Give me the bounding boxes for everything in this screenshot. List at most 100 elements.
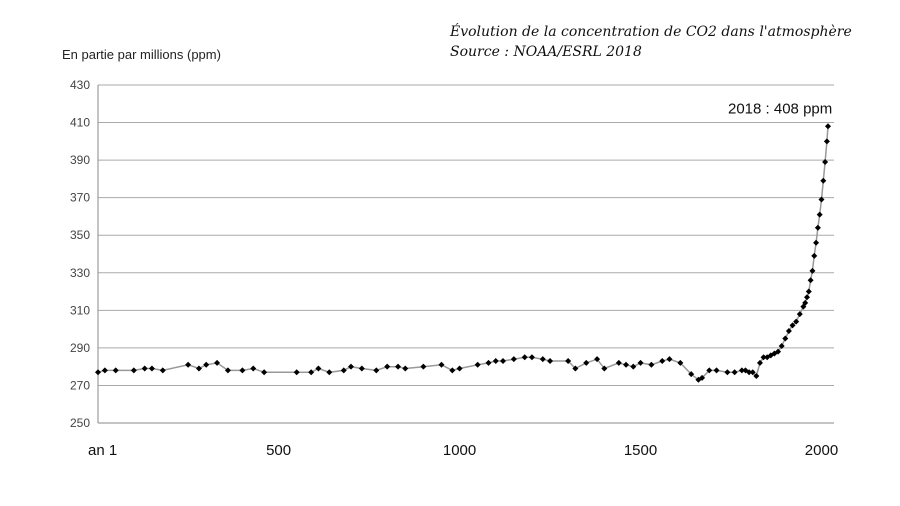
y-tick-250: 250 bbox=[70, 416, 90, 430]
y-axis-label: En partie par millions (ppm) bbox=[62, 47, 221, 62]
data-point-100 bbox=[130, 367, 137, 374]
data-point-1050 bbox=[474, 361, 481, 368]
data-point-550 bbox=[293, 369, 300, 376]
data-point-1500 bbox=[637, 359, 644, 366]
data-point-2005 bbox=[820, 177, 827, 184]
data-point-700 bbox=[347, 363, 354, 370]
data-point-980 bbox=[449, 367, 456, 374]
data-point-640 bbox=[326, 369, 333, 376]
y-tick-430: 430 bbox=[70, 78, 90, 92]
data-point-1230 bbox=[539, 356, 546, 363]
data-point-330 bbox=[214, 359, 221, 366]
data-point-1980 bbox=[811, 252, 818, 259]
data-point-1930 bbox=[793, 318, 800, 325]
data-point-1320 bbox=[572, 365, 579, 372]
data-point-590 bbox=[308, 369, 315, 376]
data-point-1880 bbox=[775, 348, 782, 355]
data-point-20 bbox=[101, 367, 108, 374]
data-point-1670 bbox=[699, 374, 706, 381]
data-point-1840 bbox=[760, 354, 767, 361]
series-line bbox=[97, 126, 829, 381]
data-point-1800 bbox=[746, 369, 753, 376]
data-point-2018 bbox=[825, 123, 831, 130]
data-point-1830 bbox=[756, 359, 763, 366]
data-point-770 bbox=[373, 367, 380, 374]
data-point-1380 bbox=[594, 356, 601, 363]
data-point-1250 bbox=[547, 358, 554, 365]
data-point-1710 bbox=[713, 367, 720, 374]
data-point-1640 bbox=[688, 371, 695, 378]
y-tick-270: 270 bbox=[70, 378, 90, 392]
data-point-1690 bbox=[706, 367, 713, 374]
grid-lines bbox=[97, 84, 834, 424]
data-point-900 bbox=[420, 363, 427, 370]
data-point-1820 bbox=[753, 373, 760, 380]
data-point-1100 bbox=[492, 358, 499, 365]
x-tick-2000: 2000 bbox=[805, 442, 838, 459]
data-point-680 bbox=[340, 367, 347, 374]
y-tick-labels: 250 270 290 310 330 350 370 390 410 430 bbox=[70, 78, 90, 430]
data-point-1560 bbox=[659, 358, 666, 365]
data-point-150 bbox=[148, 365, 155, 372]
data-point-1400 bbox=[601, 365, 608, 372]
data-point-1350 bbox=[583, 359, 590, 366]
chart-title-block: Évolution de la concentration de CO2 dan… bbox=[450, 22, 852, 62]
data-point-610 bbox=[315, 365, 322, 372]
data-point-1970 bbox=[807, 277, 814, 284]
y-tick-410: 410 bbox=[70, 116, 90, 130]
x-tick-labels: an 1 500 1000 1500 2000 bbox=[88, 442, 838, 459]
data-point-1995 bbox=[816, 211, 823, 218]
data-point-1990 bbox=[814, 224, 821, 231]
data-point-130 bbox=[141, 365, 148, 372]
series-co2 bbox=[95, 123, 831, 383]
x-tick-an-1: an 1 bbox=[88, 442, 117, 459]
data-point-1740 bbox=[724, 369, 731, 376]
chart-title: Évolution de la concentration de CO2 dan… bbox=[450, 24, 852, 40]
data-point-1530 bbox=[648, 361, 655, 368]
data-point-250 bbox=[185, 361, 192, 368]
data-point-1955 bbox=[802, 299, 809, 306]
data-point-1580 bbox=[666, 356, 673, 363]
y-tick-310: 310 bbox=[70, 303, 90, 317]
data-point-1460 bbox=[623, 361, 630, 368]
data-point-1300 bbox=[565, 358, 572, 365]
y-tick-350: 350 bbox=[70, 228, 90, 242]
x-tick-500: 500 bbox=[266, 442, 291, 459]
data-point-800 bbox=[384, 363, 391, 370]
data-point-1180 bbox=[521, 354, 528, 361]
data-point-950 bbox=[438, 361, 445, 368]
data-point-1780 bbox=[738, 367, 745, 374]
data-point-1200 bbox=[528, 354, 535, 361]
chart-subtitle: Source : NOAA/ESRL 2018 bbox=[450, 44, 642, 60]
data-point-2015 bbox=[823, 138, 830, 145]
data-point-1940 bbox=[796, 311, 803, 318]
data-point-180 bbox=[159, 367, 166, 374]
data-point-2000 bbox=[818, 196, 825, 203]
data-point-1965 bbox=[805, 288, 812, 295]
data-point-50 bbox=[112, 367, 119, 374]
data-point-280 bbox=[195, 365, 202, 372]
data-point-1480 bbox=[630, 363, 637, 370]
x-tick-1500: 1500 bbox=[624, 442, 657, 459]
data-point-1 bbox=[95, 369, 101, 376]
data-point-300 bbox=[203, 361, 210, 368]
data-point-1150 bbox=[510, 356, 517, 363]
data-point-430 bbox=[250, 365, 257, 372]
data-point-460 bbox=[261, 369, 268, 376]
y-tick-370: 370 bbox=[70, 191, 90, 205]
x-tick-1000: 1000 bbox=[443, 442, 476, 459]
data-point-830 bbox=[395, 363, 402, 370]
data-point-1960 bbox=[804, 294, 811, 301]
data-point-850 bbox=[402, 365, 409, 372]
data-point-360 bbox=[224, 367, 231, 374]
data-point-1910 bbox=[785, 327, 792, 334]
data-point-1610 bbox=[677, 359, 684, 366]
annotations: 2018 : 408 ppm bbox=[728, 100, 832, 117]
data-point-1810 bbox=[749, 369, 756, 376]
data-point-1890 bbox=[778, 343, 785, 350]
y-tick-390: 390 bbox=[70, 153, 90, 167]
data-point-1760 bbox=[731, 369, 738, 376]
data-point-2010 bbox=[822, 158, 829, 165]
data-point-1080 bbox=[485, 359, 492, 366]
